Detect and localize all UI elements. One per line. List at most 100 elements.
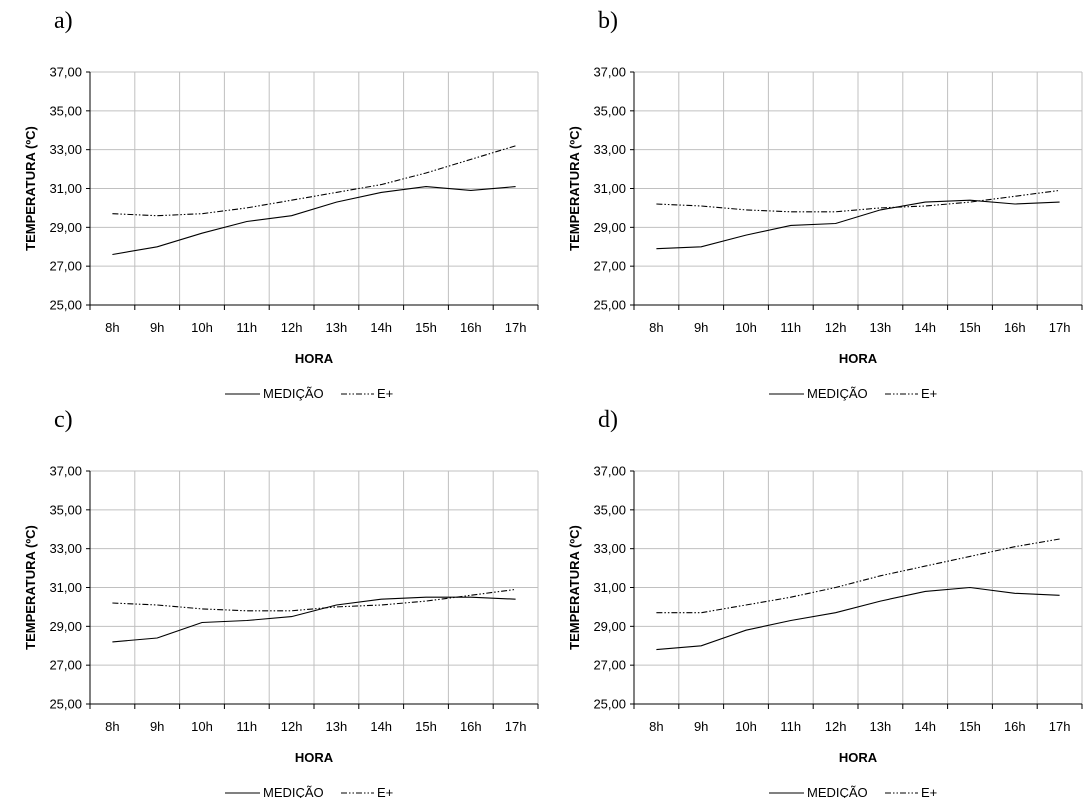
y-axis-title: TEMPERATURA (ºC) xyxy=(567,126,582,251)
series-line-0 xyxy=(112,596,516,643)
y-tick-label: 31,00 xyxy=(593,580,626,595)
y-tick-label: 37,00 xyxy=(593,464,626,479)
y-tick-label: 29,00 xyxy=(49,619,82,634)
x-tick-label: 9h xyxy=(150,320,164,335)
x-axis-title: HORA xyxy=(839,750,878,765)
y-tick-label: 31,00 xyxy=(49,181,82,196)
series-line-1 xyxy=(656,538,1060,614)
x-tick-label: 14h xyxy=(914,320,936,335)
y-axis-title: TEMPERATURA (ºC) xyxy=(567,525,582,650)
legend-label: E+ xyxy=(377,785,393,798)
legend-label: E+ xyxy=(377,386,393,401)
x-tick-label: 17h xyxy=(505,719,527,734)
y-tick-label: 25,00 xyxy=(49,298,82,313)
x-tick-label: 12h xyxy=(825,320,847,335)
y-tick-label: 27,00 xyxy=(49,259,82,274)
y-tick-label: 35,00 xyxy=(49,103,82,118)
x-tick-label: 9h xyxy=(694,719,708,734)
legend-label: MEDIÇÃO xyxy=(263,785,324,798)
panel-label: b) xyxy=(598,8,618,34)
x-tick-label: 15h xyxy=(415,719,437,734)
x-tick-label: 8h xyxy=(649,719,663,734)
legend-label: MEDIÇÃO xyxy=(807,386,868,401)
x-tick-label: 14h xyxy=(914,719,936,734)
x-tick-label: 8h xyxy=(649,320,663,335)
y-tick-label: 33,00 xyxy=(593,142,626,157)
y-tick-label: 37,00 xyxy=(593,65,626,80)
y-tick-label: 27,00 xyxy=(593,259,626,274)
x-tick-label: 11h xyxy=(780,719,801,734)
chart-panel-c: c) 25,00 27,00 29,00 31,00 33,00 35,00 37,00 8h… xyxy=(0,399,544,798)
x-tick-label: 10h xyxy=(735,719,757,734)
y-tick-label: 25,00 xyxy=(593,697,626,712)
y-tick-label: 29,00 xyxy=(49,220,82,235)
panel-label: a) xyxy=(54,8,73,34)
series-line-0 xyxy=(112,186,516,256)
y-tick-label: 27,00 xyxy=(49,658,82,673)
panel-label: c) xyxy=(54,407,73,433)
y-axis-title: TEMPERATURA (ºC) xyxy=(23,126,38,251)
x-tick-label: 10h xyxy=(735,320,757,335)
legend-label: E+ xyxy=(921,386,937,401)
x-tick-label: 13h xyxy=(326,719,348,734)
x-tick-label: 13h xyxy=(326,320,348,335)
line-chart: 25,00 27,00 29,00 31,00 33,00 35,00 37,00 8h 9h 1… xyxy=(567,464,1083,798)
legend-label: E+ xyxy=(921,785,937,798)
panel-label: d) xyxy=(598,407,618,433)
line-chart: 25,00 27,00 29,00 31,00 33,00 35,00 37,00 8h 9h 1… xyxy=(23,464,539,798)
x-tick-label: 16h xyxy=(1004,719,1026,734)
x-axis-title: HORA xyxy=(295,351,334,366)
y-axis-title: TEMPERATURA (ºC) xyxy=(23,525,38,650)
x-tick-label: 17h xyxy=(1049,719,1071,734)
y-tick-label: 35,00 xyxy=(593,103,626,118)
y-tick-label: 37,00 xyxy=(49,65,82,80)
x-tick-label: 8h xyxy=(105,719,119,734)
legend-label: MEDIÇÃO xyxy=(807,785,868,798)
x-tick-label: 16h xyxy=(1004,320,1026,335)
y-tick-label: 37,00 xyxy=(49,464,82,479)
chart-panel-a: a) 25,00 27,00 29,00 31,00 33,00 35,00 37,00 8h… xyxy=(0,0,544,401)
y-tick-label: 35,00 xyxy=(49,502,82,517)
legend-label: MEDIÇÃO xyxy=(263,386,324,401)
x-tick-label: 11h xyxy=(236,719,257,734)
x-tick-label: 12h xyxy=(825,719,847,734)
x-tick-label: 10h xyxy=(191,719,213,734)
x-tick-label: 12h xyxy=(281,719,303,734)
x-axis-title: HORA xyxy=(295,750,334,765)
y-tick-label: 33,00 xyxy=(49,541,82,556)
x-tick-label: 16h xyxy=(460,719,482,734)
y-tick-label: 33,00 xyxy=(593,541,626,556)
y-tick-label: 27,00 xyxy=(593,658,626,673)
y-tick-label: 31,00 xyxy=(49,580,82,595)
line-chart: 25,00 27,00 29,00 31,00 33,00 35,00 37,00 8h 9h 1… xyxy=(567,65,1083,401)
x-tick-label: 17h xyxy=(505,320,527,335)
chart-panel-d: d) 25,00 27,00 29,00 31,00 33,00 35,00 37,00 8h… xyxy=(544,399,1088,798)
x-tick-label: 15h xyxy=(959,719,981,734)
x-tick-label: 8h xyxy=(105,320,119,335)
x-tick-label: 14h xyxy=(370,320,392,335)
x-tick-label: 13h xyxy=(870,320,892,335)
x-tick-label: 9h xyxy=(150,719,164,734)
series-line-1 xyxy=(112,145,516,217)
y-tick-label: 33,00 xyxy=(49,142,82,157)
x-tick-label: 15h xyxy=(415,320,437,335)
x-tick-label: 10h xyxy=(191,320,213,335)
y-tick-label: 35,00 xyxy=(593,502,626,517)
x-tick-label: 16h xyxy=(460,320,482,335)
chart-panel-b: b) 25,00 27,00 29,00 31,00 33,00 35,00 37,00 8h… xyxy=(544,0,1088,401)
line-chart: 25,00 27,00 29,00 31,00 33,00 35,00 37,00 8h 9h 1… xyxy=(23,65,539,401)
y-tick-label: 29,00 xyxy=(593,220,626,235)
x-tick-label: 13h xyxy=(870,719,892,734)
x-axis-title: HORA xyxy=(839,351,878,366)
x-tick-label: 14h xyxy=(370,719,392,734)
x-tick-label: 12h xyxy=(281,320,303,335)
y-tick-label: 31,00 xyxy=(593,181,626,196)
series-line-0 xyxy=(656,586,1060,651)
y-tick-label: 29,00 xyxy=(593,619,626,634)
series-line-0 xyxy=(656,199,1060,250)
x-tick-label: 15h xyxy=(959,320,981,335)
x-tick-label: 9h xyxy=(694,320,708,335)
x-tick-label: 17h xyxy=(1049,320,1071,335)
x-tick-label: 11h xyxy=(780,320,801,335)
y-tick-label: 25,00 xyxy=(593,298,626,313)
